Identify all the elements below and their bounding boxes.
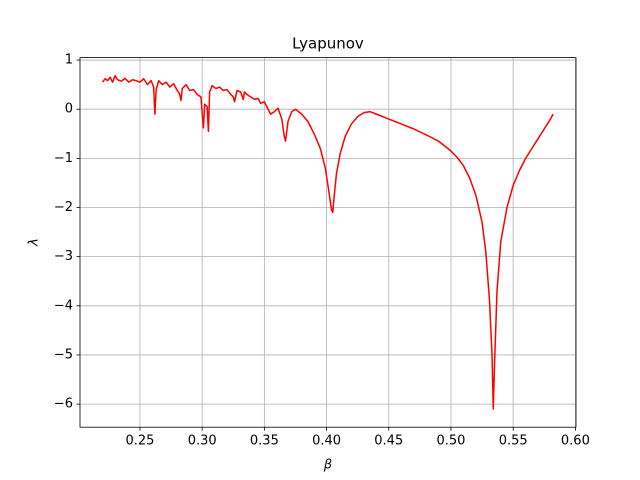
x-tick-label: 0.55	[499, 434, 528, 449]
y-tick-label: −3	[54, 249, 73, 264]
x-tick-label: 0.60	[561, 434, 590, 449]
y-tick-label: 1	[65, 53, 73, 68]
x-tick-label: 0.50	[436, 434, 465, 449]
chart-title: Lyapunov	[292, 35, 364, 53]
x-tick-label: 0.25	[125, 434, 154, 449]
y-tick-label: 0	[65, 102, 73, 117]
y-tick-label: −6	[54, 397, 73, 412]
y-tick-label: −5	[54, 347, 73, 362]
y-tick-label: −2	[54, 200, 73, 215]
x-axis-label: β	[323, 458, 332, 473]
x-tick-label: 0.45	[374, 434, 403, 449]
x-tick-label: 0.40	[312, 434, 341, 449]
axes-frame	[79, 57, 577, 428]
x-tick-label: 0.35	[250, 434, 279, 449]
y-tick-label: −4	[54, 298, 73, 313]
data-line	[102, 75, 554, 410]
y-tick-label: −1	[54, 151, 73, 166]
y-axis-label: λ	[27, 238, 42, 247]
x-tick-label: 0.30	[188, 434, 217, 449]
